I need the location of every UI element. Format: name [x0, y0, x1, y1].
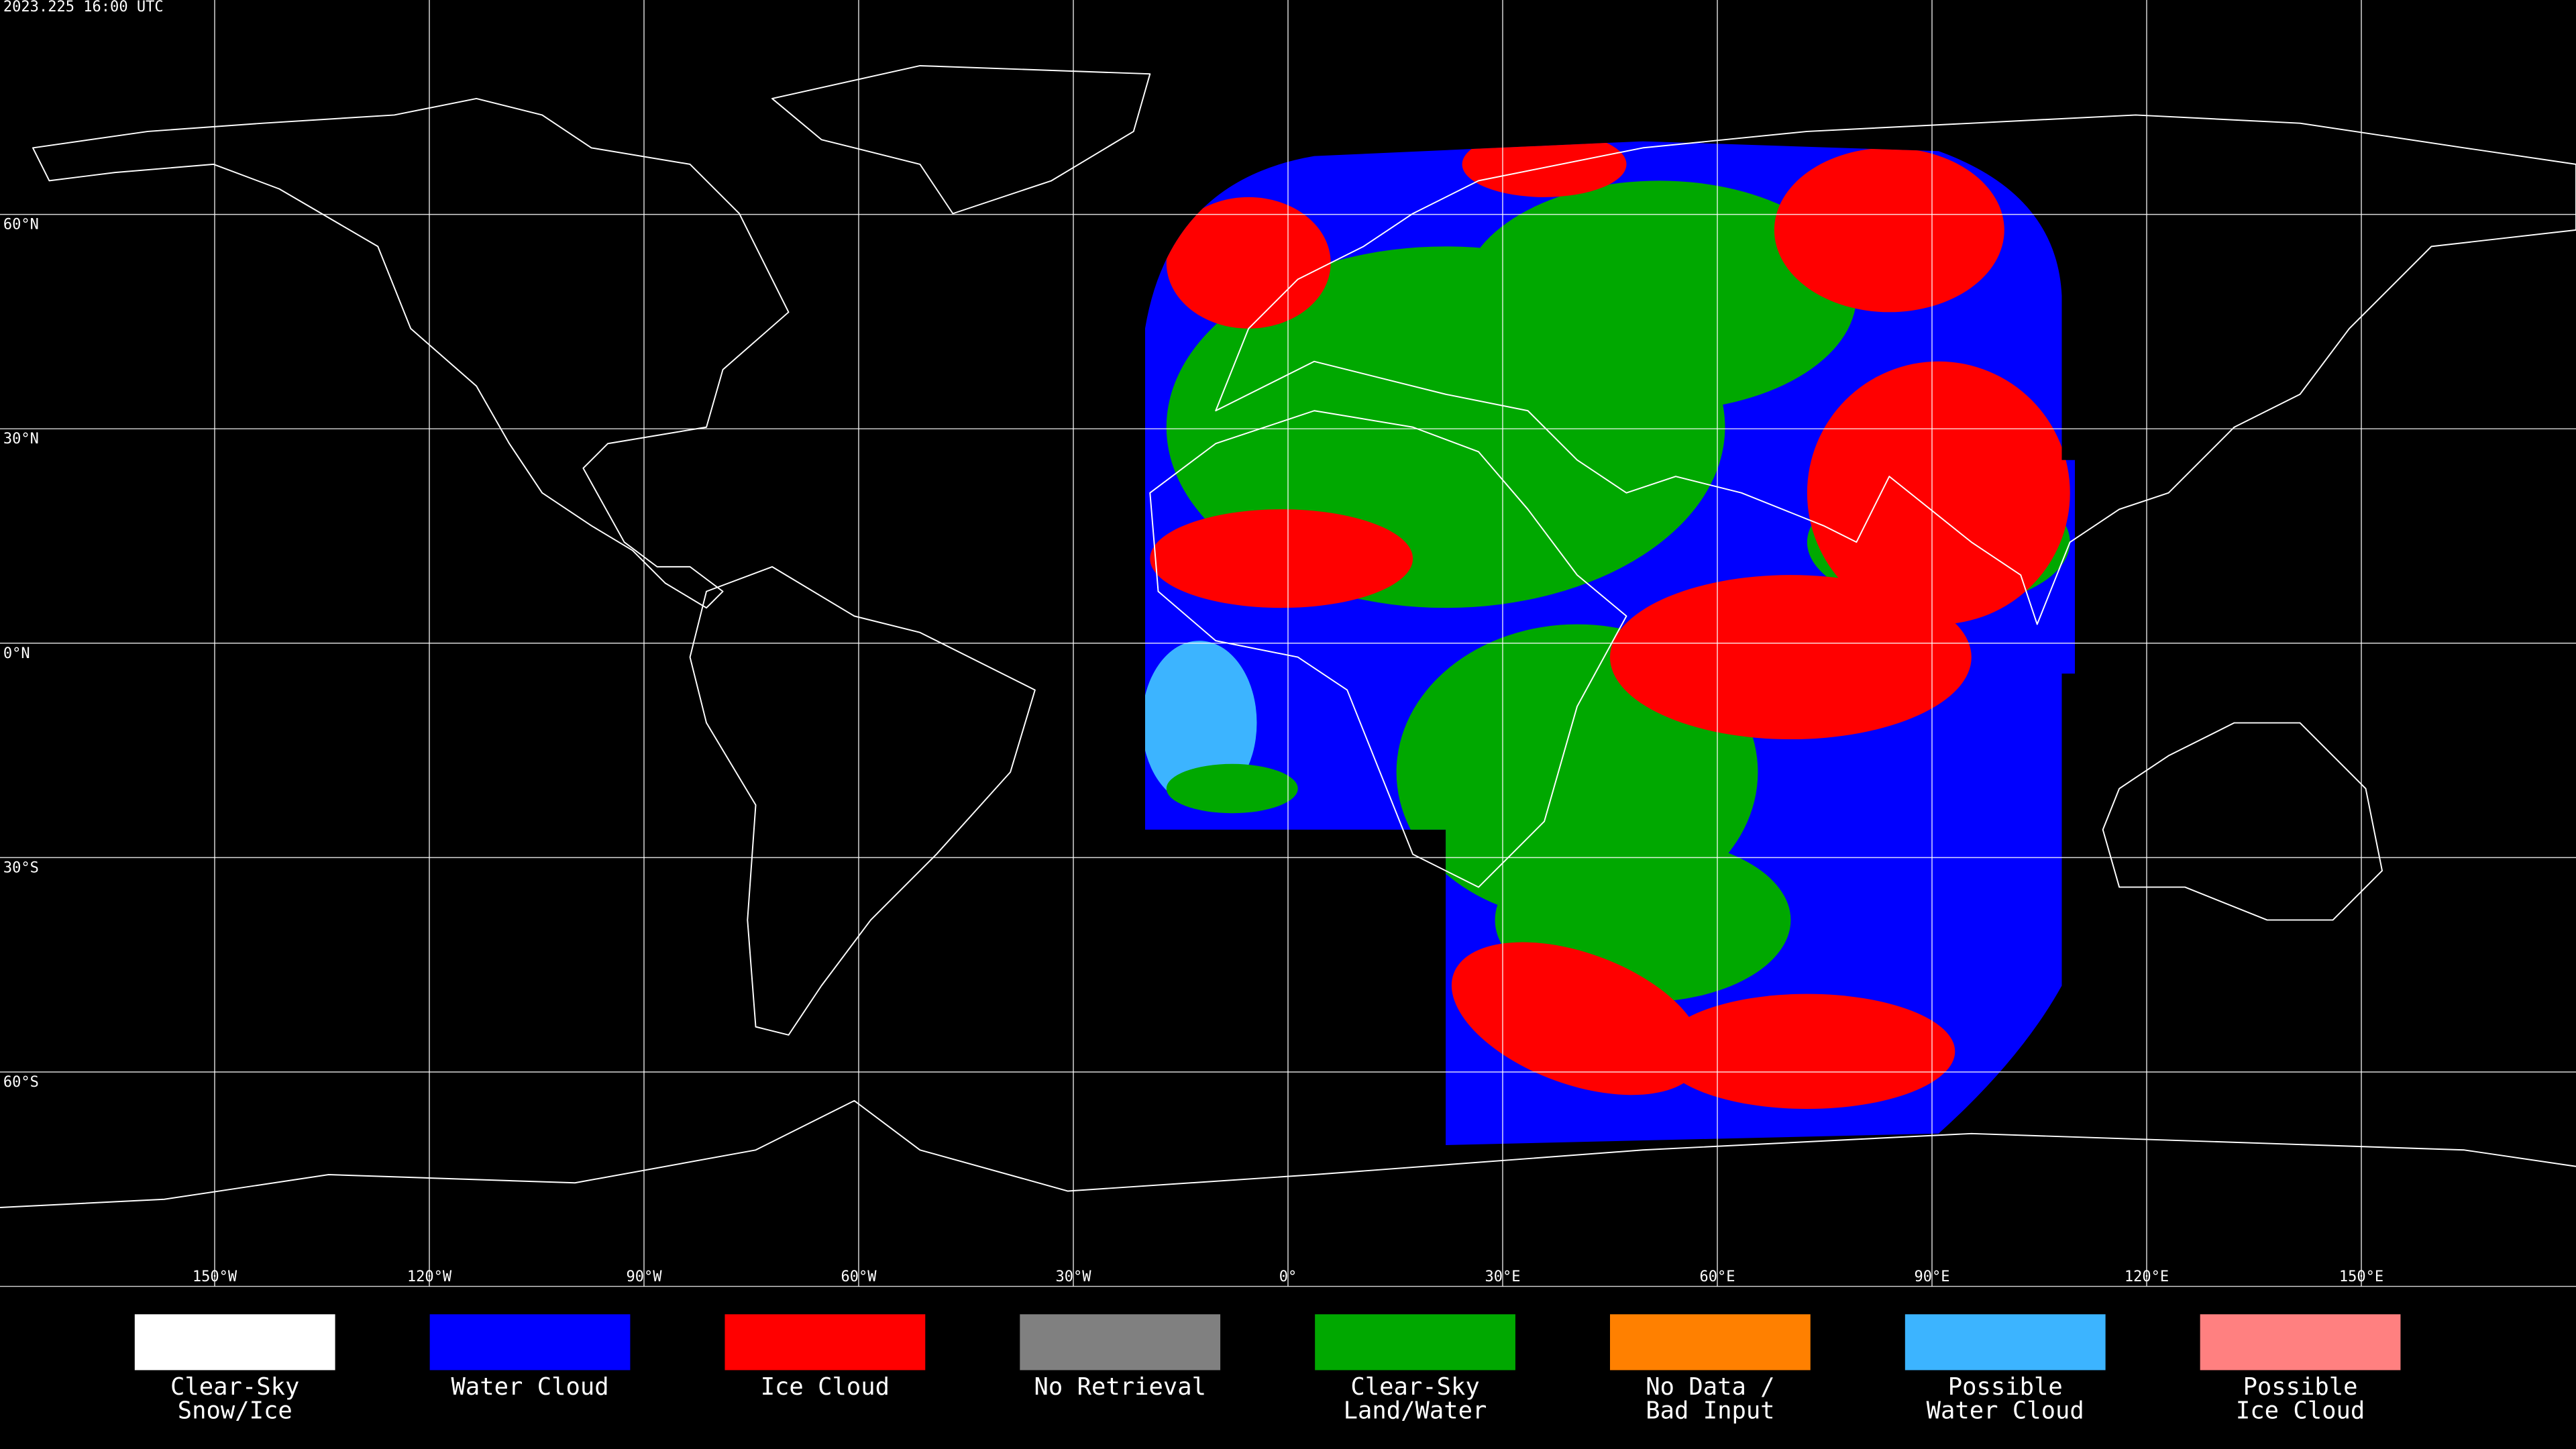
latitude-label: 30°N [3, 431, 39, 447]
legend-label: Water Cloud [451, 1373, 608, 1401]
legend-swatch [724, 1314, 926, 1371]
legend-label: No Retrieval [1034, 1373, 1205, 1401]
latitude-label: 0°N [3, 645, 30, 662]
timestamp: 2023.225 16:00 UTC [3, 0, 164, 15]
longitude-label: 30°W [1055, 1269, 1091, 1285]
legend-label: Ice Cloud [761, 1373, 890, 1401]
coastlines [0, 64, 2576, 1208]
legend-swatch [1904, 1314, 2106, 1371]
legend-label: Possible [1948, 1373, 2063, 1401]
legend-swatch [134, 1314, 335, 1371]
longitude-label: 150°E [2339, 1269, 2383, 1285]
legend-swatch [1020, 1314, 1221, 1371]
legend-swatch [1610, 1314, 1811, 1371]
longitude-label: 120°E [2125, 1269, 2169, 1285]
legend-swatch [2200, 1314, 2401, 1371]
legend-label: Water Cloud [1927, 1397, 2084, 1425]
longitude-label: 30°E [1485, 1269, 1520, 1285]
latitude-label: 30°S [3, 859, 39, 876]
legend-label: Ice Cloud [2236, 1397, 2365, 1425]
longitude-label: 0° [1279, 1269, 1297, 1285]
longitude-label: 60°W [841, 1269, 877, 1285]
graticule: 60°N 30°N 0°N 30°S 60°S 150°W 120°W 90°W 60°W 30°… [0, 0, 2576, 1287]
legend-label: No Data / [1646, 1373, 1774, 1401]
longitude-label: 150°W [193, 1269, 237, 1285]
legend-label: Snow/Ice [178, 1397, 292, 1425]
latitude-label: 60°S [3, 1074, 39, 1091]
longitude-label: 90°W [626, 1269, 662, 1285]
longitude-label: 90°E [1914, 1269, 1949, 1285]
legend-label: Possible [2243, 1373, 2358, 1401]
legend-label: Land/Water [1344, 1397, 1487, 1425]
longitude-label: 120°W [407, 1269, 452, 1285]
legend-swatch [429, 1314, 631, 1371]
legend-label: Bad Input [1646, 1397, 1774, 1425]
longitude-label: 60°E [1699, 1269, 1735, 1285]
legend-label: Clear-Sky [1350, 1373, 1479, 1401]
legend-swatch [1315, 1314, 1515, 1371]
latitude-label: 60°N [3, 217, 39, 233]
legend-label: Clear-Sky [170, 1373, 299, 1401]
